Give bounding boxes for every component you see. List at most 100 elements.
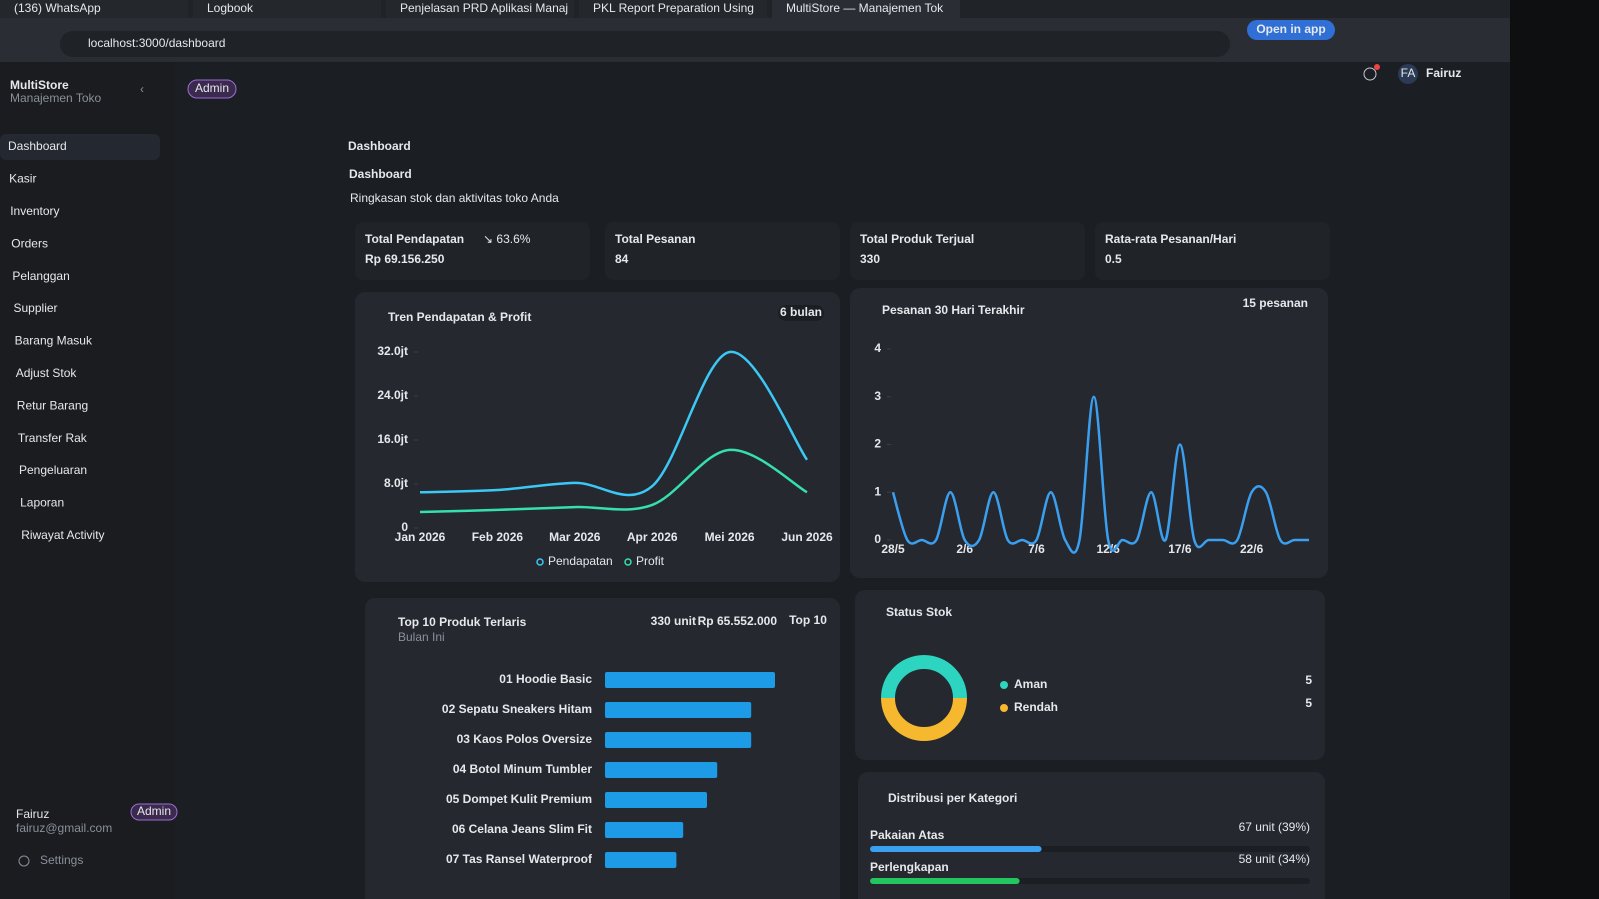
url: localhost:3000/dashboard	[88, 36, 225, 50]
legend-dot	[624, 558, 632, 566]
tab[interactable]	[386, 0, 574, 18]
topbar-user[interactable]: Fairuz	[1426, 66, 1461, 80]
stat-label: Rata-rata Pesanan/Hari	[1105, 232, 1236, 246]
products-period: Bulan Ini	[398, 630, 445, 644]
nav-item[interactable]: Transfer Rak	[18, 431, 88, 445]
tab-title: (136) WhatsApp	[14, 1, 101, 15]
nav-item[interactable]: Pengeluaran	[19, 463, 87, 477]
sidebar	[0, 62, 175, 899]
nav-item[interactable]: Barang Masuk	[15, 334, 93, 348]
nav-item[interactable]: Dashboard	[8, 139, 67, 153]
nav-item[interactable]: Kasir	[9, 172, 36, 186]
stat-value: 84	[615, 252, 629, 266]
bar	[605, 732, 752, 748]
donut-segment	[881, 697, 967, 741]
line	[419, 350, 809, 497]
nav-item[interactable]: Inventory	[10, 204, 59, 218]
nav-item[interactable]: Supplier	[14, 301, 58, 315]
x-tick-label: Mei 2026	[705, 530, 755, 544]
settings[interactable]: Settings	[40, 853, 83, 867]
y-tick-label: 1	[874, 484, 881, 498]
stat-label: Total Pesanan	[615, 232, 695, 246]
bar-label: 03 Kaos Polos Oversize	[457, 732, 593, 746]
legend-dot	[536, 558, 544, 566]
stat-value: Rp 69.156.250	[365, 252, 445, 266]
y-tick-label: 4	[874, 341, 881, 355]
stat-card	[605, 222, 840, 280]
stat-card	[1095, 222, 1330, 280]
stat-value: 0.5	[1105, 252, 1122, 266]
products-badge: Top 10	[789, 613, 827, 627]
category-name: Perlengkapan	[870, 860, 949, 874]
products-revenue: Rp 65.552.000	[698, 614, 778, 628]
nav-item[interactable]: Orders	[11, 236, 48, 250]
y-tick-label: 0	[874, 532, 881, 546]
bar-label: 01 Hoodie Basic	[499, 672, 592, 686]
brand: MultiStore	[10, 78, 69, 92]
settings-icon	[18, 855, 30, 867]
bar-label: 05 Dompet Kulit Premium	[446, 792, 592, 806]
url-field[interactable]	[60, 31, 1230, 57]
tab[interactable]	[772, 0, 960, 18]
revenue-badge-bg	[778, 305, 824, 321]
bar	[605, 852, 677, 868]
open-in-app[interactable]	[1247, 20, 1335, 40]
bar-label: 02 Sepatu Sneakers Hitam	[442, 702, 592, 716]
category-bar	[870, 846, 1042, 852]
line	[891, 395, 1309, 554]
tab[interactable]	[0, 0, 188, 18]
category-name: Pakaian Atas	[870, 828, 945, 842]
tab-title: Penjelasan PRD Aplikasi Manaj	[400, 1, 568, 15]
breadcrumb: Dashboard	[348, 139, 411, 153]
tab[interactable]	[579, 0, 767, 18]
x-tick-label: 28/5	[881, 542, 905, 556]
x-tick-label: Feb 2026	[472, 530, 524, 544]
tab[interactable]	[193, 0, 381, 18]
tab-title: PKL Report Preparation Using	[593, 1, 754, 15]
x-tick-label: 7/6	[1028, 542, 1045, 556]
stat-change: ↘ 63.6%	[483, 232, 531, 246]
bar	[605, 822, 684, 838]
bell[interactable]	[1363, 67, 1377, 81]
stat-label: Total Pendapatan	[365, 232, 464, 246]
stat-label: Total Produk Terjual	[860, 232, 974, 246]
y-tick-label: 2	[874, 437, 881, 451]
legend-dot	[1000, 704, 1008, 712]
y-tick-label: 0	[401, 520, 408, 534]
category-bar	[870, 878, 1020, 884]
legend-label: Aman	[1014, 677, 1047, 691]
initials: FA	[1401, 66, 1416, 80]
nav-item[interactable]: Pelanggan	[12, 269, 69, 283]
stat-card	[850, 222, 1085, 280]
distribution-card	[858, 772, 1325, 899]
orders-badge: 15 pesanan	[1243, 296, 1308, 310]
y-tick-label: 8.0jt	[384, 476, 408, 490]
x-tick-label: 17/6	[1168, 542, 1192, 556]
avatar[interactable]	[1398, 64, 1418, 84]
nav-item[interactable]: Laporan	[20, 496, 64, 510]
nav-item[interactable]: Riwayat Activity	[21, 528, 104, 542]
bar	[605, 702, 752, 718]
products-title: Top 10 Produk Terlaris	[398, 615, 527, 629]
tagline: Manajemen Toko	[10, 91, 101, 105]
collapse[interactable]: ‹	[140, 82, 144, 96]
x-tick-label: 2/6	[956, 542, 973, 556]
orders-title: Pesanan 30 Hari Terakhir	[882, 303, 1025, 317]
user-role: Admin	[137, 804, 171, 818]
nav-item[interactable]: Adjust Stok	[16, 366, 78, 380]
revenue-badge: 6 bulan	[780, 305, 822, 319]
bar-label: 06 Celana Jeans Slim Fit	[452, 822, 592, 836]
category-label: 67 unit (39%)	[1239, 820, 1310, 834]
y-tick-label: 24.0jt	[377, 388, 408, 402]
y-tick-label: 3	[874, 389, 881, 403]
nav-item[interactable]: Retur Barang	[17, 398, 88, 412]
x-tick-label: Jun 2026	[781, 530, 833, 544]
bar	[605, 792, 707, 808]
role-badge	[187, 79, 237, 99]
stat-card	[355, 222, 590, 280]
page-subtitle: Ringkasan stok dan aktivitas toko Anda	[350, 191, 559, 205]
user-email: fairuz@gmail.com	[16, 821, 112, 835]
revenue-title: Tren Pendapatan & Profit	[388, 310, 531, 324]
role: Admin	[195, 81, 229, 95]
